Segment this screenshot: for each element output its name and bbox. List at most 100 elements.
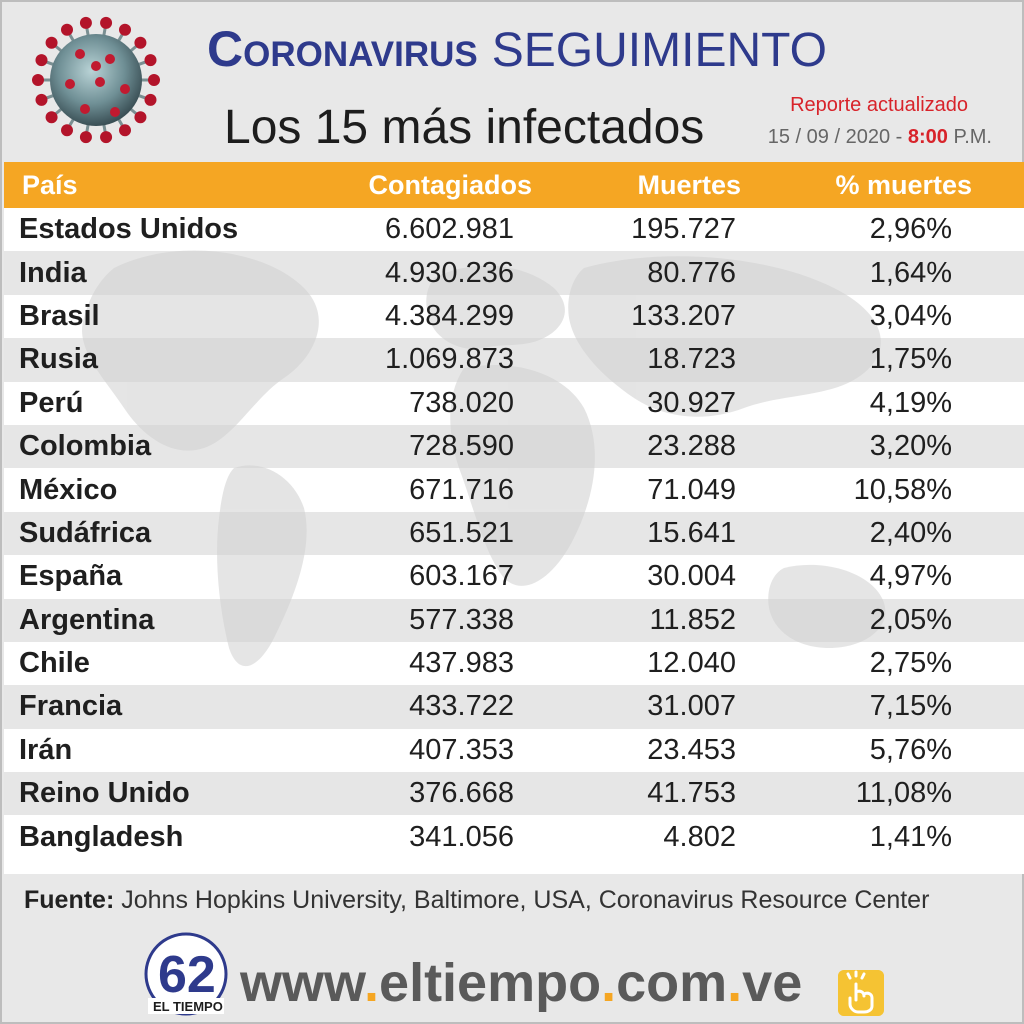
table-row: Francia 433.722 31.007 7,15% (4, 685, 1024, 729)
cell-country: Estados Unidos (19, 213, 239, 246)
header-death-rate: % muertes (835, 169, 972, 200)
report-date: 15 / 09 / 2020 - 8:00 P.M. (768, 126, 992, 149)
cell-cases: 437.983 (409, 647, 514, 680)
header-deaths: Muertes (637, 169, 741, 200)
cell-country: Chile (19, 647, 90, 680)
cell-cases: 4.930.236 (384, 256, 514, 289)
url-dot: . (364, 953, 380, 1013)
table-row: Brasil 4.384.299 133.207 3,04% (4, 295, 1024, 338)
cell-deaths: 80.776 (647, 256, 736, 289)
cell-deaths: 30.927 (647, 386, 736, 419)
url-dot: . (727, 953, 743, 1013)
source-label: Fuente: (24, 886, 115, 914)
table-row: India 4.930.236 80.776 1,64% (4, 251, 1024, 295)
table-row: Chile 437.983 12.040 2,75% (4, 642, 1024, 685)
cell-death-rate: 2,40% (869, 516, 952, 549)
cell-cases: 728.590 (409, 430, 514, 463)
cell-deaths: 41.753 (647, 777, 736, 810)
url-part: eltiempo (379, 953, 602, 1013)
table-row: Bangladesh 341.056 4.802 1,41% (4, 815, 1024, 858)
cell-cases: 6.602.981 (384, 213, 514, 246)
cell-deaths: 133.207 (631, 299, 736, 332)
cell-death-rate: 1,64% (869, 256, 952, 289)
table-row: Irán 407.353 23.453 5,76% (4, 729, 1024, 772)
cell-death-rate: 10,58% (853, 473, 952, 506)
report-date-value: 15 / 09 / 2020 - (767, 126, 903, 148)
cell-deaths: 23.453 (647, 733, 736, 766)
logo-name: EL TIEMPO (153, 999, 223, 1014)
cell-death-rate: 1,75% (869, 343, 952, 376)
table-row: Estados Unidos 6.602.981 195.727 2,96% (4, 208, 1024, 251)
cell-country: Brasil (19, 299, 100, 332)
cell-death-rate: 2,96% (869, 213, 952, 246)
header-cases: Contagiados (368, 169, 532, 200)
table-row: México 671.716 71.049 10,58% (4, 468, 1024, 511)
cell-death-rate: 11,08% (855, 777, 952, 810)
cell-country: Irán (19, 733, 73, 766)
subtitle: Los 15 más infectados (224, 101, 705, 154)
cell-country: México (19, 473, 118, 506)
cell-deaths: 11.852 (649, 603, 736, 636)
table-row: Argentina 577.338 11.852 2,05% (4, 598, 1024, 642)
table-row: Reino Unido 376.668 41.753 11,08% (4, 772, 1024, 816)
cell-death-rate: 3,04% (869, 299, 952, 332)
cell-country: Reino Unido (19, 777, 190, 810)
cell-country: Argentina (19, 603, 155, 636)
cell-cases: 577.338 (409, 603, 514, 636)
source-note: Fuente: Johns Hopkins University, Baltim… (24, 886, 929, 915)
title: Coronavirus SEGUIMIENTO (207, 20, 827, 92)
cell-cases: 738.020 (409, 386, 514, 419)
url-part: www (240, 953, 365, 1013)
report-label: Reporte actualizado (790, 94, 968, 116)
cell-deaths: 195.727 (631, 213, 736, 246)
cell-cases: 671.716 (409, 473, 514, 506)
website-url[interactable]: www.eltiempo.com.ve (240, 952, 802, 1014)
cell-death-rate: 1,41% (869, 820, 952, 853)
cell-deaths: 23.288 (647, 430, 736, 463)
logo-number: 62 (158, 946, 216, 1004)
cell-cases: 1.069.873 (384, 343, 514, 376)
cell-death-rate: 4,97% (869, 560, 952, 593)
cell-death-rate: 4,19% (869, 386, 952, 419)
table-row: Colombia 728.590 23.288 3,20% (4, 424, 1024, 469)
cell-cases: 376.668 (409, 777, 514, 810)
report-time: 8:00 (907, 126, 948, 148)
cell-country: Rusia (19, 343, 98, 376)
title-main: Coronavirus (207, 21, 478, 77)
cell-deaths: 31.007 (647, 690, 736, 723)
url-part: com (616, 953, 728, 1013)
cell-cases: 651.521 (409, 516, 514, 549)
cell-death-rate: 2,75% (869, 647, 952, 680)
hand-pointer-icon (838, 970, 884, 1016)
table-row: Sudáfrica 651.521 15.641 2,40% (4, 511, 1024, 556)
cell-deaths: 15.641 (647, 516, 736, 549)
cell-country: Sudáfrica (19, 516, 152, 549)
cell-cases: 433.722 (409, 690, 514, 723)
table-header: País Contagiados Muertes % muertes (4, 162, 1024, 208)
cell-death-rate: 3,20% (869, 430, 952, 463)
table-body: Estados Unidos 6.602.981 195.727 2,96% India… (4, 208, 1024, 859)
table-row: España 603.167 30.004 4,97% (4, 555, 1024, 598)
cell-country: España (19, 560, 123, 593)
url-part: ve (742, 953, 803, 1013)
cell-deaths: 71.049 (647, 473, 736, 506)
cell-deaths: 18.723 (647, 343, 736, 376)
cell-cases: 407.353 (409, 733, 514, 766)
cell-country: Colombia (19, 430, 152, 463)
cell-death-rate: 2,05% (869, 603, 952, 636)
cell-cases: 341.056 (409, 820, 514, 853)
cell-country: Perú (19, 386, 84, 419)
cell-country: India (19, 256, 87, 289)
cell-country: Francia (19, 690, 123, 723)
cell-deaths: 30.004 (647, 560, 736, 593)
url-dot: . (601, 953, 617, 1013)
table-row: Rusia 1.069.873 18.723 1,75% (4, 338, 1024, 382)
header-country: País (22, 169, 78, 200)
title-sub: SEGUIMIENTO (491, 24, 827, 77)
cell-deaths: 4.802 (663, 820, 736, 853)
report-ampm: P.M. (953, 126, 992, 148)
coronavirus-icon (32, 16, 160, 144)
cell-death-rate: 7,15% (869, 690, 952, 723)
cell-cases: 603.167 (409, 560, 514, 593)
